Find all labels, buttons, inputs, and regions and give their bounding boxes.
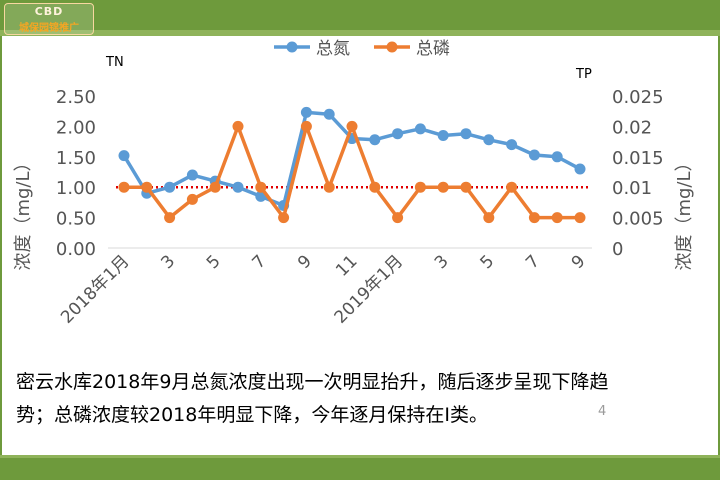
data-point bbox=[323, 181, 335, 193]
x-tick-label: 5 bbox=[477, 251, 499, 273]
data-point bbox=[483, 212, 495, 224]
right-axis-ticks: 0 0.005 0.01 0.015 0.02 0.025 bbox=[612, 87, 664, 260]
data-point bbox=[551, 151, 563, 163]
data-point bbox=[551, 212, 563, 224]
data-point bbox=[506, 139, 518, 151]
legend-swatch-marker bbox=[286, 41, 298, 53]
data-point bbox=[209, 181, 221, 193]
legend-label: 总磷 bbox=[416, 39, 450, 59]
data-point bbox=[414, 181, 426, 193]
data-point bbox=[460, 128, 472, 140]
x-tick-label: 3 bbox=[431, 251, 453, 273]
left-tick-label: 1.50 bbox=[56, 148, 96, 169]
left-border bbox=[0, 36, 2, 456]
data-point bbox=[300, 106, 312, 118]
right-axis-label: 浓度（mg/L） bbox=[674, 153, 695, 270]
data-point bbox=[164, 212, 176, 224]
data-point bbox=[574, 163, 586, 175]
right-tick-label: 0.01 bbox=[612, 178, 652, 199]
x-tick-label: 2018年1月 bbox=[57, 251, 133, 327]
line-chart: 总氮 总磷 TN TP 浓度（mg/L） 浓度（mg/L） 0.00 0.50 1.0… bbox=[13, 39, 695, 328]
right-tick-label: 0.005 bbox=[612, 209, 664, 230]
right-tick-label: 0 bbox=[612, 239, 623, 260]
data-point bbox=[483, 134, 495, 146]
x-tick-label: 9 bbox=[294, 251, 316, 273]
x-tick-label: 7 bbox=[249, 251, 271, 273]
page-number: 4 bbox=[598, 404, 607, 419]
data-point bbox=[232, 181, 244, 193]
caption: 密云水库2018年9月总氮浓度出现一次明显抬升，随后逐步呈现下降趋 势；总磷浓度… bbox=[16, 366, 716, 432]
x-tick-label: 3 bbox=[157, 251, 179, 273]
left-axis-label: 浓度（mg/L） bbox=[13, 153, 34, 270]
data-point bbox=[255, 181, 267, 193]
left-tick-label: 2.00 bbox=[56, 117, 96, 138]
data-point bbox=[460, 181, 472, 193]
data-point bbox=[118, 150, 130, 162]
right-tick-label: 0.02 bbox=[612, 117, 652, 138]
data-point bbox=[392, 128, 404, 140]
data-point bbox=[392, 212, 404, 224]
left-tick-label: 0.50 bbox=[56, 209, 96, 230]
data-point bbox=[278, 212, 290, 224]
data-point bbox=[141, 181, 153, 193]
data-point bbox=[437, 181, 449, 193]
x-tick-label: 5 bbox=[203, 251, 225, 273]
data-point bbox=[118, 181, 130, 193]
x-tick-label: 9 bbox=[568, 251, 590, 273]
right-axis-title: TP bbox=[575, 67, 592, 82]
data-point bbox=[369, 181, 381, 193]
x-tick-label: 7 bbox=[522, 251, 544, 273]
x-tick-label: 11 bbox=[332, 251, 361, 280]
logo-text: 城保园锦推广 bbox=[19, 23, 79, 34]
data-point bbox=[369, 134, 381, 146]
right-tick-label: 0.015 bbox=[612, 148, 664, 169]
caption-line-2: 势；总磷浓度较2018年明显下降，今年逐月保持在Ⅰ类。 bbox=[16, 404, 488, 426]
data-point bbox=[528, 149, 540, 161]
legend-swatch-marker bbox=[386, 41, 398, 53]
caption-line-1: 密云水库2018年9月总氮浓度出现一次明显抬升，随后逐步呈现下降趋 bbox=[16, 371, 609, 393]
footer-band-stripe bbox=[0, 455, 720, 458]
left-axis-ticks: 0.00 0.50 1.00 1.50 2.00 2.50 bbox=[56, 87, 96, 260]
data-point bbox=[186, 193, 198, 205]
data-point bbox=[164, 181, 176, 193]
left-tick-label: 2.50 bbox=[56, 87, 96, 108]
header-band-stripe bbox=[0, 30, 720, 36]
footer-band bbox=[0, 458, 720, 480]
logo-mark: CBD bbox=[34, 5, 64, 18]
data-point bbox=[186, 169, 198, 181]
data-point bbox=[528, 212, 540, 224]
logo: CBD 城保园锦推广 bbox=[4, 3, 94, 35]
legend: 总氮 总磷 bbox=[274, 39, 450, 59]
data-point bbox=[232, 120, 244, 132]
left-axis-title: TN bbox=[105, 55, 124, 70]
left-tick-label: 0.00 bbox=[56, 239, 96, 260]
series-layer bbox=[118, 106, 586, 224]
data-point bbox=[506, 181, 518, 193]
right-tick-label: 0.025 bbox=[612, 87, 664, 108]
right-border bbox=[718, 36, 720, 456]
data-point bbox=[300, 120, 312, 132]
legend-label: 总氮 bbox=[316, 39, 350, 59]
data-point bbox=[323, 108, 335, 120]
data-point bbox=[414, 123, 426, 135]
data-point bbox=[437, 130, 449, 142]
data-point bbox=[346, 120, 358, 132]
left-tick-label: 1.00 bbox=[56, 178, 96, 199]
data-point bbox=[574, 212, 586, 224]
